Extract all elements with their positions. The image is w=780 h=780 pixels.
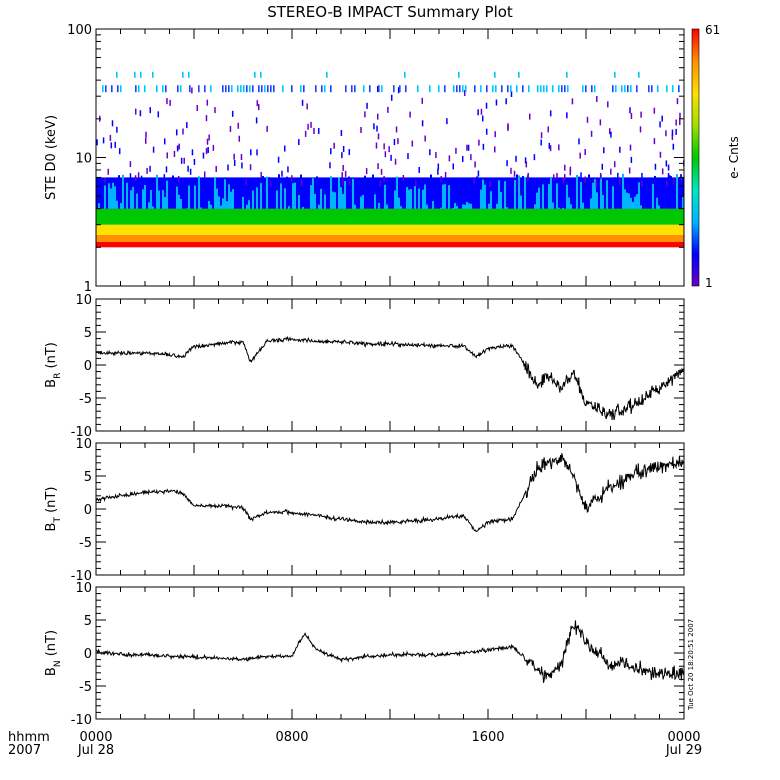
magnetic-field-panels: -10 -5 0 5 10 BR (nT) -10 -5 0 5 10 BT (nT) -10 -5 0 5 1… — [44, 293, 685, 728]
ytick-label: -5 — [79, 680, 92, 695]
panel-ylabel: BN (nT) — [44, 630, 63, 676]
timestamp-label: Tue Oct 20 18:20:51 2007 — [687, 619, 695, 711]
spec-ytick-label: 100 — [67, 23, 92, 38]
ytick-label: -5 — [79, 392, 92, 407]
ytick-label: 0 — [84, 503, 92, 518]
xtick-label: 0000 — [79, 730, 112, 745]
panel-bt: -10 -5 0 5 10 BT (nT) — [44, 437, 685, 584]
ytick-label: 10 — [75, 293, 92, 308]
ytick-label: -5 — [79, 536, 92, 551]
ytick-label: 10 — [75, 581, 92, 596]
ytick-label: 0 — [84, 647, 92, 662]
colorbar: 61 1 e- Cnts — [691, 23, 741, 290]
xtick-label: 1600 — [471, 730, 504, 745]
plot-title: STEREO-B IMPACT Summary Plot — [267, 3, 513, 21]
xtick-date-label: Jul 28 — [77, 743, 114, 758]
ytick-label: 0 — [84, 359, 92, 374]
panel-bn: -10 -5 0 5 10 BN (nT) — [44, 581, 685, 728]
colorbar-max-label: 61 — [705, 23, 720, 37]
ytick-label: 10 — [75, 437, 92, 452]
spectrogram-panel: 1 10 100 STE D0 (keV) — [44, 23, 685, 295]
colorbar-min-label: 1 — [705, 276, 713, 290]
panel-br: -10 -5 0 5 10 BR (nT) — [44, 293, 685, 440]
spectrogram-band-2 — [96, 224, 684, 235]
colorbar-scale — [691, 28, 700, 287]
spectrogram-band-1 — [96, 234, 684, 242]
ytick-label: 5 — [84, 470, 92, 485]
spec-ytick-label: 1 — [84, 280, 92, 295]
panel-ylabel: BT (nT) — [44, 487, 63, 532]
spectrogram-ylabel: STE D0 (keV) — [44, 115, 59, 200]
colorbar-label: e- Cnts — [727, 136, 741, 178]
xtick-date-label: Jul 29 — [665, 743, 702, 758]
spectrogram-band-3 — [96, 208, 684, 225]
series-line-br — [95, 335, 685, 421]
series-line-bn — [95, 620, 685, 683]
panel-ylabel: BR (nT) — [44, 342, 63, 388]
xtick-label: 0000 — [667, 730, 700, 745]
ytick-label: 5 — [84, 326, 92, 341]
ytick-label: -10 — [71, 569, 92, 584]
time-unit-label: hhmm — [8, 730, 50, 745]
xtick-label: 0800 — [275, 730, 308, 745]
spectrogram-band-0 — [96, 241, 684, 248]
ytick-label: -10 — [71, 425, 92, 440]
year-label: 2007 — [8, 743, 41, 758]
ytick-label: 5 — [84, 614, 92, 629]
spec-ytick-label: 10 — [75, 152, 92, 167]
ytick-label: -10 — [71, 713, 92, 728]
series-line-bt — [95, 453, 685, 533]
